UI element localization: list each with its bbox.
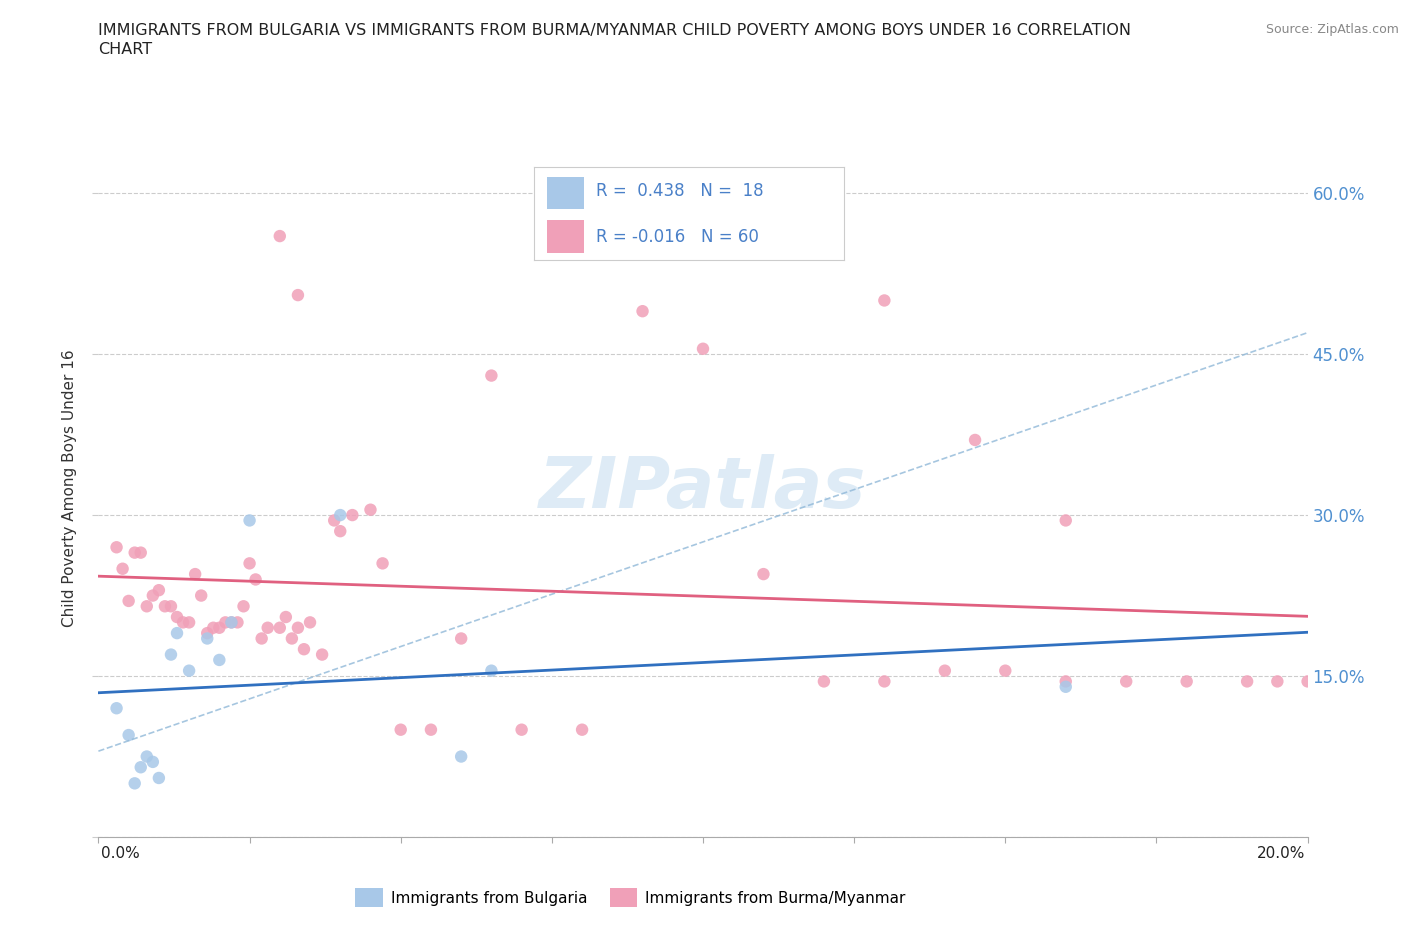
Point xyxy=(510,723,533,737)
Point xyxy=(142,754,165,769)
Point xyxy=(1236,674,1258,689)
Point xyxy=(481,663,503,678)
Point xyxy=(281,631,304,646)
Point xyxy=(166,626,188,641)
Point xyxy=(153,599,176,614)
Point xyxy=(1175,674,1198,689)
Point xyxy=(389,723,412,737)
Point xyxy=(245,572,267,587)
Text: R = -0.016   N = 60: R = -0.016 N = 60 xyxy=(596,228,759,246)
Point xyxy=(342,508,364,523)
Legend: Immigrants from Bulgaria, Immigrants from Burma/Myanmar: Immigrants from Bulgaria, Immigrants fro… xyxy=(349,883,911,913)
Point xyxy=(129,545,152,560)
Text: 0.0%: 0.0% xyxy=(101,846,141,861)
Point xyxy=(292,642,315,657)
Point xyxy=(172,615,194,630)
Point xyxy=(190,588,212,603)
Point xyxy=(1115,674,1137,689)
Point xyxy=(208,620,231,635)
Point xyxy=(239,513,262,528)
Point xyxy=(450,749,472,764)
Point xyxy=(148,583,170,598)
Point xyxy=(1267,674,1289,689)
Point xyxy=(934,663,956,678)
Point xyxy=(105,701,128,716)
Point xyxy=(1054,674,1077,689)
Point xyxy=(195,631,218,646)
Text: 20.0%: 20.0% xyxy=(1257,846,1305,861)
Point xyxy=(873,674,896,689)
Point xyxy=(420,723,443,737)
Point xyxy=(160,647,183,662)
Point xyxy=(450,631,472,646)
Point xyxy=(323,513,346,528)
Point xyxy=(994,663,1017,678)
Point xyxy=(1296,674,1319,689)
Point xyxy=(221,615,243,630)
Point xyxy=(873,293,896,308)
Point xyxy=(360,502,382,517)
Point xyxy=(287,620,309,635)
Point xyxy=(269,620,291,635)
Point xyxy=(239,556,262,571)
Point xyxy=(226,615,249,630)
Bar xyxy=(547,220,583,253)
Point xyxy=(118,727,141,742)
Text: CHART: CHART xyxy=(98,42,152,57)
Text: Source: ZipAtlas.com: Source: ZipAtlas.com xyxy=(1265,23,1399,36)
Point xyxy=(965,432,987,447)
Point xyxy=(752,566,775,581)
Point xyxy=(105,539,128,554)
Text: ZIPatlas: ZIPatlas xyxy=(540,454,866,523)
Point xyxy=(195,626,218,641)
Point xyxy=(250,631,273,646)
Point xyxy=(148,771,170,786)
Point xyxy=(256,620,278,635)
Point xyxy=(287,287,309,302)
Point xyxy=(329,524,352,538)
Bar xyxy=(547,177,583,209)
Point xyxy=(481,368,503,383)
Point xyxy=(166,609,188,624)
Point xyxy=(221,615,243,630)
Point xyxy=(184,566,207,581)
Point xyxy=(129,760,152,775)
Point xyxy=(111,562,134,577)
Text: IMMIGRANTS FROM BULGARIA VS IMMIGRANTS FROM BURMA/MYANMAR CHILD POVERTY AMONG BO: IMMIGRANTS FROM BULGARIA VS IMMIGRANTS F… xyxy=(98,23,1132,38)
Y-axis label: Child Poverty Among Boys Under 16: Child Poverty Among Boys Under 16 xyxy=(62,350,77,627)
Point xyxy=(214,615,236,630)
Point xyxy=(179,615,201,630)
Point xyxy=(179,663,201,678)
Point xyxy=(142,588,165,603)
Point xyxy=(269,229,291,244)
Point xyxy=(160,599,183,614)
Point xyxy=(311,647,333,662)
Point xyxy=(232,599,254,614)
Point xyxy=(118,593,141,608)
Point xyxy=(299,615,322,630)
Point xyxy=(135,749,157,764)
Point xyxy=(371,556,394,571)
Point xyxy=(1054,513,1077,528)
Point xyxy=(813,674,835,689)
Point xyxy=(692,341,714,356)
Point xyxy=(124,545,146,560)
Text: R =  0.438   N =  18: R = 0.438 N = 18 xyxy=(596,181,763,200)
Point xyxy=(274,609,297,624)
Point xyxy=(631,304,654,319)
Point xyxy=(135,599,157,614)
Point xyxy=(571,723,593,737)
Point xyxy=(329,508,352,523)
Point xyxy=(1054,679,1077,694)
Point xyxy=(202,620,225,635)
Point xyxy=(124,776,146,790)
Point xyxy=(208,653,231,668)
